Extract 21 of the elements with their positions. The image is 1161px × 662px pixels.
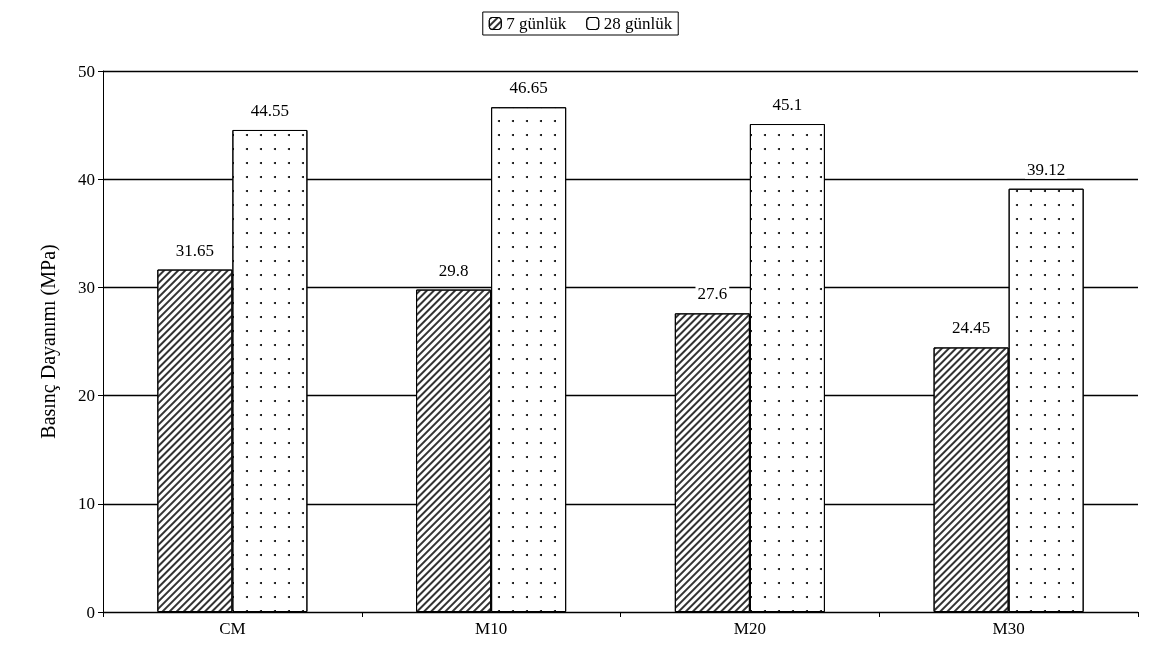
data-label: 45.1: [772, 95, 803, 115]
y-tick-label: 0: [86, 602, 95, 622]
legend-label: 28 günlük: [603, 14, 673, 33]
y-tick-label: 30: [78, 277, 95, 297]
legend-label: 7 günlük: [506, 14, 567, 33]
y-axis-title: Basınç Dayanımı (MPa): [37, 244, 60, 439]
data-label: 39.12: [1027, 159, 1066, 179]
y-tick-label: 40: [78, 169, 95, 189]
x-tick-label: CM: [219, 619, 246, 638]
x-tick-label: M30: [992, 619, 1025, 638]
data-label: 27.6: [697, 284, 728, 304]
data-label: 31.65: [175, 240, 214, 260]
y-tick-label: 50: [78, 61, 95, 81]
y-tick-label: 20: [78, 386, 95, 406]
data-label: 44.55: [250, 100, 290, 120]
data-label: 29.8: [438, 260, 469, 280]
y-tick-label: 10: [78, 494, 95, 514]
x-tick-label: M10: [475, 619, 508, 638]
x-tick-label: M20: [733, 619, 766, 638]
data-label: 24.45: [951, 318, 991, 338]
data-label: 46.65: [509, 78, 548, 98]
